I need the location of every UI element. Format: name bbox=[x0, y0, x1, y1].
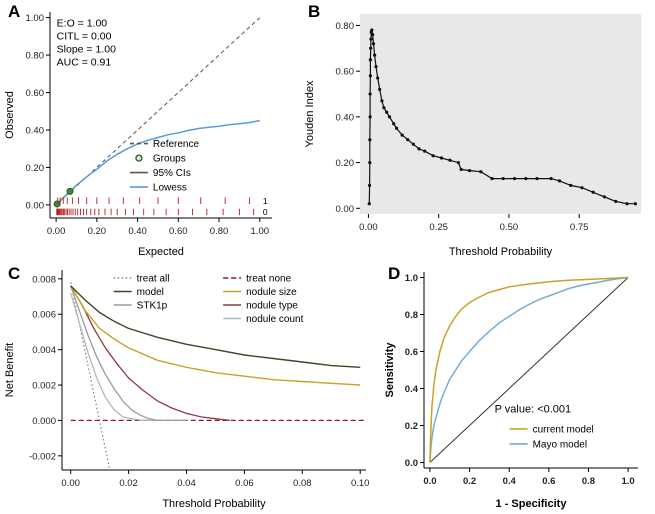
svg-text:0.00: 0.00 bbox=[26, 200, 45, 211]
svg-text:Expected: Expected bbox=[138, 246, 184, 258]
panel-c-decision-curve-chart: 0.00 0.02 0.04 0.06 0.08 0.10 -0.002 0.000 0.002… bbox=[4, 270, 370, 510]
svg-text:treat none: treat none bbox=[246, 274, 291, 285]
svg-text:1 - Specificity: 1 - Specificity bbox=[496, 498, 568, 510]
svg-text:0.20: 0.20 bbox=[88, 226, 107, 237]
svg-text:0.004: 0.004 bbox=[32, 345, 56, 356]
svg-text:0.04: 0.04 bbox=[177, 478, 196, 489]
svg-text:0.75: 0.75 bbox=[570, 222, 589, 233]
svg-text:95% CIs: 95% CIs bbox=[153, 168, 191, 179]
panel-b-youden-chart: 0.00 0.25 0.50 0.75 0.00 0.20 0.40 0.60 0.80 Thre… bbox=[304, 14, 641, 258]
svg-text:0.20: 0.20 bbox=[336, 158, 355, 169]
svg-text:Mayo model: Mayo model bbox=[533, 439, 587, 450]
svg-text:0.80: 0.80 bbox=[336, 21, 355, 32]
svg-text:0.20: 0.20 bbox=[26, 163, 45, 174]
panel-b-label: B bbox=[308, 2, 321, 21]
svg-text:Threshold Probability: Threshold Probability bbox=[449, 246, 553, 258]
svg-text:0.0: 0.0 bbox=[405, 458, 418, 469]
svg-text:0.4: 0.4 bbox=[503, 476, 517, 487]
svg-text:Lowess: Lowess bbox=[153, 183, 187, 194]
panel-d-roc-chart: 0.0 0.2 0.4 0.6 0.8 1.0 0.0 0.2 0.4 0.6 0.8 1.0 1 - … bbox=[384, 272, 638, 510]
svg-text:nodule type: nodule type bbox=[246, 301, 298, 312]
svg-text:Slope = 1.00: Slope = 1.00 bbox=[57, 44, 116, 56]
svg-text:0.00: 0.00 bbox=[61, 478, 80, 489]
svg-text:treat all: treat all bbox=[137, 274, 170, 285]
svg-text:0.2: 0.2 bbox=[405, 421, 418, 432]
svg-text:0.6: 0.6 bbox=[542, 476, 555, 487]
svg-text:nodule size: nodule size bbox=[246, 287, 297, 298]
svg-text:0.08: 0.08 bbox=[293, 478, 312, 489]
svg-text:0.8: 0.8 bbox=[582, 476, 595, 487]
svg-text:Reference: Reference bbox=[153, 139, 200, 150]
svg-text:E:O = 1.00: E:O = 1.00 bbox=[57, 18, 108, 30]
svg-text:Observed: Observed bbox=[4, 91, 16, 139]
svg-text:current model: current model bbox=[533, 424, 594, 435]
svg-text:0.00: 0.00 bbox=[359, 222, 378, 233]
svg-text:0.60: 0.60 bbox=[336, 67, 355, 78]
svg-text:1.00: 1.00 bbox=[26, 13, 45, 24]
svg-text:0.2: 0.2 bbox=[463, 476, 476, 487]
svg-text:STK1p: STK1p bbox=[137, 301, 168, 312]
svg-text:0.0: 0.0 bbox=[423, 476, 436, 487]
panel-c-label: C bbox=[8, 264, 21, 283]
svg-text:0.06: 0.06 bbox=[235, 478, 254, 489]
panel-b: B 0.00 0.25 0.50 0.75 0.00 0.20 0.40 0.60 0.80 Th… bbox=[300, 0, 655, 262]
panel-a: A 0.00 0.20 0.40 0.60 0.80 1.00 0.00 0.20 0.40 0.… bbox=[0, 0, 300, 262]
svg-text:0.80: 0.80 bbox=[210, 226, 229, 237]
svg-text:-0.002: -0.002 bbox=[29, 451, 56, 462]
svg-text:0.60: 0.60 bbox=[169, 226, 188, 237]
svg-text:nodule count: nodule count bbox=[246, 314, 303, 325]
svg-text:AUC = 0.91: AUC = 0.91 bbox=[57, 57, 112, 69]
svg-text:Threshold Probability: Threshold Probability bbox=[162, 498, 266, 510]
svg-text:0.002: 0.002 bbox=[32, 381, 56, 392]
svg-text:Groups: Groups bbox=[153, 154, 186, 165]
svg-text:0.40: 0.40 bbox=[336, 112, 355, 123]
svg-text:0.000: 0.000 bbox=[32, 416, 56, 427]
panel-a-label: A bbox=[8, 2, 21, 21]
svg-text:0.6: 0.6 bbox=[405, 347, 418, 358]
svg-text:0.25: 0.25 bbox=[429, 222, 448, 233]
panel-a-calibration-chart: 0.00 0.20 0.40 0.60 0.80 1.00 0.00 0.20 0.40 0.60… bbox=[4, 12, 272, 258]
svg-text:0.80: 0.80 bbox=[26, 51, 45, 62]
svg-text:0.02: 0.02 bbox=[119, 478, 138, 489]
svg-text:0.00: 0.00 bbox=[336, 204, 355, 215]
svg-text:Net Benefit: Net Benefit bbox=[4, 343, 16, 397]
svg-text:Youden Index: Youden Index bbox=[304, 80, 316, 147]
svg-text:CITL = 0.00: CITL = 0.00 bbox=[57, 31, 112, 43]
svg-text:1: 1 bbox=[263, 196, 268, 206]
svg-text:1.0: 1.0 bbox=[405, 273, 418, 284]
svg-text:0.00: 0.00 bbox=[47, 226, 66, 237]
svg-text:0.60: 0.60 bbox=[26, 88, 45, 99]
svg-text:0.10: 0.10 bbox=[351, 478, 370, 489]
svg-text:0.008: 0.008 bbox=[32, 274, 56, 285]
svg-text:0.40: 0.40 bbox=[26, 125, 45, 136]
svg-text:1.00: 1.00 bbox=[251, 226, 270, 237]
svg-text:Sensitivity: Sensitivity bbox=[384, 342, 396, 398]
svg-text:model: model bbox=[137, 287, 164, 298]
svg-text:0.4: 0.4 bbox=[405, 384, 419, 395]
panel-d-label: D bbox=[388, 264, 401, 283]
svg-text:0.40: 0.40 bbox=[128, 226, 147, 237]
svg-text:P value: <0.001: P value: <0.001 bbox=[495, 403, 572, 415]
svg-text:0.8: 0.8 bbox=[405, 310, 418, 321]
svg-text:0.50: 0.50 bbox=[500, 222, 519, 233]
svg-text:0: 0 bbox=[263, 207, 268, 217]
svg-text:1.0: 1.0 bbox=[621, 476, 634, 487]
panel-c: C 0.00 0.02 0.04 0.06 0.08 0.10 -0.002 0.000 0.0… bbox=[0, 262, 380, 514]
svg-text:0.006: 0.006 bbox=[32, 310, 56, 321]
panel-d: D 0.0 0.2 0.4 0.6 0.8 1.0 0.0 0.2 0.4 0.6 0.8 1.0 1 … bbox=[380, 262, 655, 514]
